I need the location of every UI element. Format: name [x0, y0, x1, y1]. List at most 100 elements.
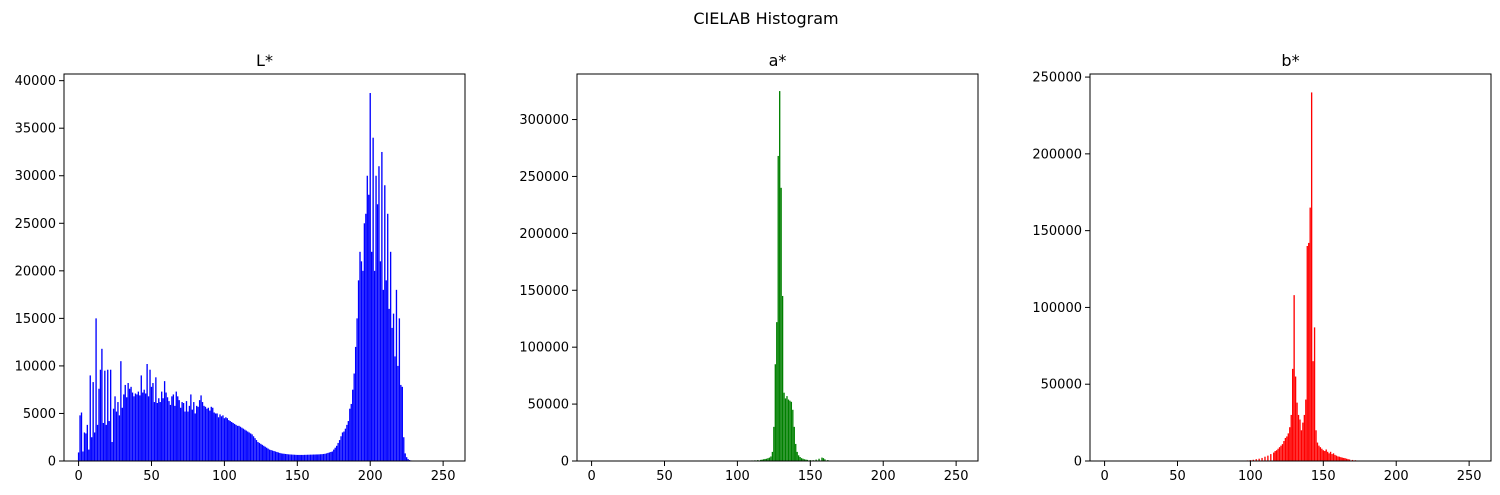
b-star-bar [1332, 453, 1335, 461]
l-star-bar [232, 422, 234, 461]
l-star-bar [161, 391, 163, 461]
l-star-panel: 0 50 100 150 200 250 0 5000 10000 15000 20000 25000… [15, 51, 466, 484]
l-star-bar [372, 137, 374, 461]
a-star-bar [760, 459, 762, 461]
a-star-bar [790, 401, 793, 461]
l-star-bar [287, 454, 290, 461]
l-star-bar [82, 451, 84, 461]
l-star-bar [214, 413, 217, 461]
l-star-bar [166, 397, 169, 461]
l-star-bar [394, 356, 396, 461]
b-star-bar [1343, 457, 1345, 461]
l-star-bar [263, 445, 265, 461]
b-star-bar [1264, 456, 1266, 461]
l-star-bar [353, 373, 355, 461]
b-star-bar [1273, 452, 1275, 461]
l-star-bar [366, 175, 368, 462]
b-star-bar [1278, 447, 1281, 461]
b-star-bar [1290, 414, 1292, 461]
l-star-bar [244, 429, 246, 461]
b-star-y-tick-label: 250000 [1032, 71, 1082, 86]
l-star-bar [104, 370, 106, 461]
l-star-bar [190, 394, 192, 461]
b-star-x-tick-label: 0 [1100, 469, 1108, 484]
b-star-bar [1258, 458, 1260, 461]
b-star-bar [1351, 459, 1354, 461]
l-star-bar [156, 403, 158, 461]
l-star-bar [178, 400, 180, 461]
b-star-bar [1318, 445, 1320, 461]
l-star-bar [362, 270, 364, 461]
l-star-bar [292, 454, 294, 461]
l-star-x-tick-label: 150 [285, 469, 310, 484]
l-star-bar [223, 418, 226, 461]
b-star-bar [1309, 207, 1311, 461]
b-star-bar [1335, 455, 1338, 462]
l-star-bar [286, 454, 288, 461]
l-star-bar [398, 318, 401, 461]
b-star-bar [1305, 399, 1307, 461]
l-star-bar [88, 449, 90, 461]
l-star-bar [134, 393, 137, 461]
l-star-bar [312, 454, 315, 461]
l-star-bar [363, 223, 366, 461]
l-star-bar [371, 251, 373, 461]
l-star-bar [226, 418, 228, 461]
b-star-bar [1310, 92, 1313, 462]
l-star-bar [376, 204, 379, 461]
b-star-bar [1280, 445, 1282, 461]
l-star-bar [162, 398, 164, 461]
l-star-bar [165, 392, 167, 461]
l-star-bar [311, 454, 313, 461]
a-star-bar [822, 458, 825, 461]
b-star-bar [1340, 457, 1342, 461]
l-star-bar [220, 416, 223, 461]
b-star-bar [1300, 430, 1303, 461]
l-star-bar [136, 394, 138, 461]
l-star-bar [222, 415, 224, 461]
l-star-bar [324, 453, 326, 461]
a-star-bar [780, 187, 782, 461]
b-star-bar [1283, 441, 1285, 461]
l-star-bar [271, 450, 274, 461]
l-star-bar [194, 413, 196, 461]
l-star-bar [397, 365, 399, 461]
l-star-bar [365, 213, 367, 461]
l-star-bar [115, 411, 118, 461]
l-star-bar [109, 369, 112, 461]
b-star-x-tick-label: 250 [1457, 469, 1482, 484]
l-star-bar [207, 407, 210, 461]
l-star-bar [98, 388, 100, 461]
a-star-y-tick-label: 50000 [528, 398, 569, 413]
a-star-y-tick-label: 150000 [519, 284, 569, 299]
l-star-bar [217, 417, 220, 461]
l-star-bar [407, 459, 409, 461]
l-star-bar [325, 453, 328, 461]
l-star-bar [229, 421, 231, 461]
b-star-bar [1306, 246, 1308, 461]
b-star-bar [1255, 459, 1257, 461]
a-star-bar [803, 459, 806, 461]
l-star-bar [314, 454, 316, 461]
b-star-bar [1252, 459, 1254, 461]
b-star-bar [1344, 458, 1346, 461]
l-star-bar [354, 346, 357, 461]
b-star-bar [1297, 414, 1300, 461]
l-star-bar [303, 454, 306, 461]
l-star-bar [146, 364, 148, 461]
b-star-bar [1275, 450, 1278, 461]
l-star-bar [273, 451, 275, 461]
a-star-y-tick-label: 200000 [519, 227, 569, 242]
l-star-bar [293, 454, 296, 461]
a-star-panel-title: a* [769, 51, 787, 70]
l-star-y-tick-label: 25000 [15, 217, 56, 232]
b-star-x-tick-label: 50 [1169, 469, 1186, 484]
l-star-bar [395, 289, 398, 461]
l-star-bar [118, 415, 121, 461]
l-star-bar [99, 369, 102, 461]
l-star-bar [317, 454, 319, 461]
l-star-bar [359, 251, 361, 461]
a-star-panel: 0 50 100 150 200 250 0 50000 100000 150000 200000 2… [519, 51, 979, 484]
l-star-bar [279, 452, 281, 461]
l-star-bar [301, 454, 303, 461]
